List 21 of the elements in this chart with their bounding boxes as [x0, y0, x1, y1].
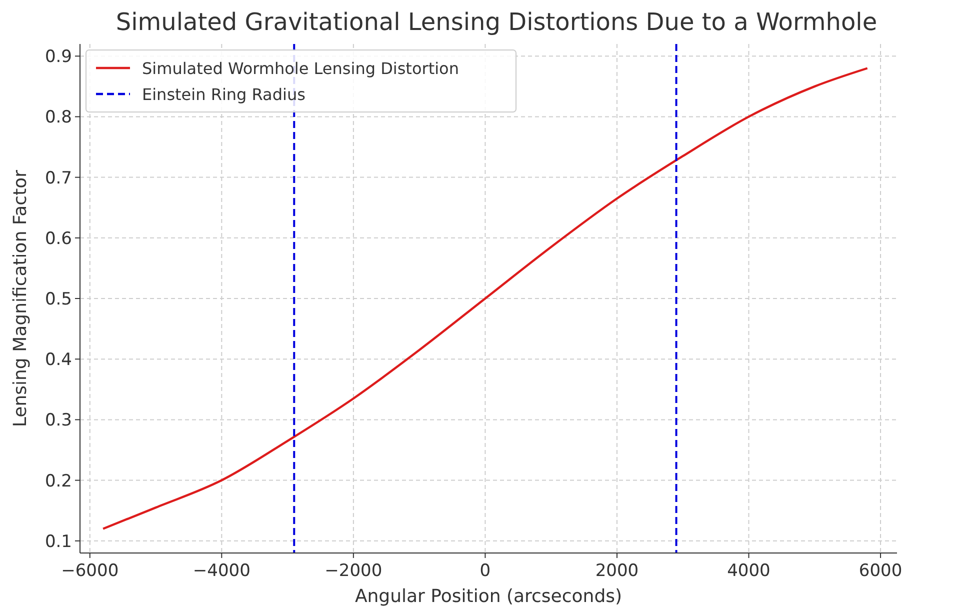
y-tick-label: 0.3 [44, 410, 72, 431]
y-tick-label: 0.5 [44, 290, 72, 310]
x-tick-label: 4000 [727, 561, 770, 581]
x-tick-label: 0 [480, 561, 491, 581]
y-tick-label: 0.2 [44, 471, 72, 492]
x-axis-title: Angular Position (arcseconds) [354, 586, 622, 607]
y-tick-label: 0.7 [44, 168, 72, 188]
x-tick-label: −4000 [192, 561, 250, 581]
y-tick-label: 0.6 [44, 228, 72, 249]
y-tick-label: 0.9 [44, 47, 72, 68]
x-tick-label: 6000 [858, 561, 902, 581]
x-tick-label: −6000 [61, 561, 119, 581]
y-tick-label: 0.4 [44, 350, 72, 370]
ref-line-label: Einstein Ring Radius [142, 85, 306, 104]
y-tick-label: 0.1 [44, 532, 72, 552]
chart-title: Simulated Gravitational Lensing Distortions Due to a Wormhole [116, 8, 878, 36]
x-tick-label: −2000 [324, 561, 382, 581]
y-axis-title: Lensing Magnification Factor [10, 169, 31, 428]
y-tick-label: 0.8 [44, 108, 72, 128]
x-tick-label: 2000 [595, 561, 639, 581]
legend-label: Simulated Wormhole Lensing Distortion [142, 59, 459, 78]
